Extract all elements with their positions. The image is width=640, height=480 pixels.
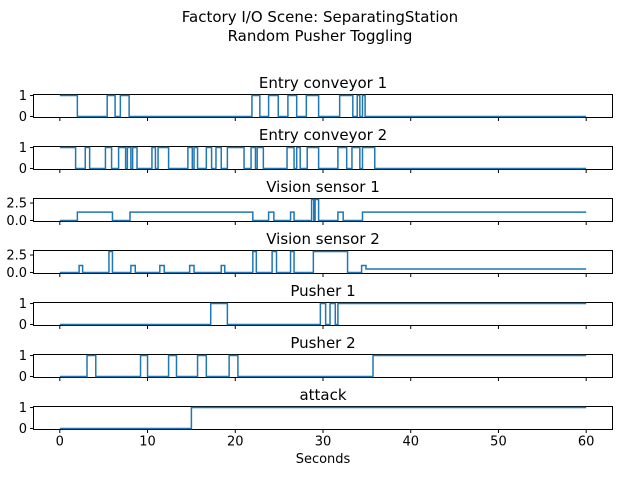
subplot-title-entry-conveyor-1: Entry conveyor 1 <box>258 74 388 92</box>
svg-text:0: 0 <box>19 162 27 177</box>
svg-text:0: 0 <box>19 422 27 437</box>
svg-text:0.0: 0.0 <box>6 266 27 281</box>
figure-title-line2: Random Pusher Toggling <box>227 27 413 45</box>
svg-text:2.5: 2.5 <box>6 197 27 212</box>
svg-text:2.5: 2.5 <box>6 249 27 264</box>
subplot-title-vision-sensor-1: Vision sensor 1 <box>266 178 380 196</box>
x-axis-label: Seconds <box>295 452 351 467</box>
svg-text:1: 1 <box>19 401 27 416</box>
subplot-plot-vision-sensor-1: 2.50.0 <box>6 197 613 229</box>
subplot-plot-pusher-2: 10 <box>19 349 613 385</box>
svg-text:0: 0 <box>19 318 27 333</box>
svg-text:1: 1 <box>19 297 27 312</box>
svg-text:0.0: 0.0 <box>6 214 27 229</box>
svg-text:30: 30 <box>315 435 332 450</box>
svg-text:1: 1 <box>19 349 27 364</box>
svg-text:60: 60 <box>578 435 595 450</box>
svg-text:50: 50 <box>490 435 507 450</box>
subplot-title-attack: attack <box>299 386 347 404</box>
subplot-plot-entry-conveyor-1: 10 <box>19 89 613 125</box>
svg-text:0: 0 <box>56 435 64 450</box>
svg-text:20: 20 <box>227 435 244 450</box>
svg-text:10: 10 <box>139 435 156 450</box>
subplot-plot-entry-conveyor-2: 10 <box>19 141 613 177</box>
svg-text:1: 1 <box>19 89 27 104</box>
svg-text:0: 0 <box>19 110 27 125</box>
subplot-plot-vision-sensor-2: 2.50.0 <box>6 249 613 281</box>
svg-text:40: 40 <box>402 435 419 450</box>
svg-text:0: 0 <box>19 370 27 385</box>
subplot-title-pusher-2: Pusher 2 <box>290 334 356 352</box>
svg-text:1: 1 <box>19 141 27 156</box>
subplot-title-entry-conveyor-2: Entry conveyor 2 <box>258 126 388 144</box>
figure-title-line1: Factory I/O Scene: SeparatingStation <box>181 8 459 26</box>
subplot-title-pusher-1: Pusher 1 <box>290 282 356 300</box>
subplot-title-vision-sensor-2: Vision sensor 2 <box>266 230 380 248</box>
subplot-plot-attack: 100 10 20 30 40 50 60 <box>19 401 613 450</box>
subplot-plot-pusher-1: 10 <box>19 297 613 333</box>
